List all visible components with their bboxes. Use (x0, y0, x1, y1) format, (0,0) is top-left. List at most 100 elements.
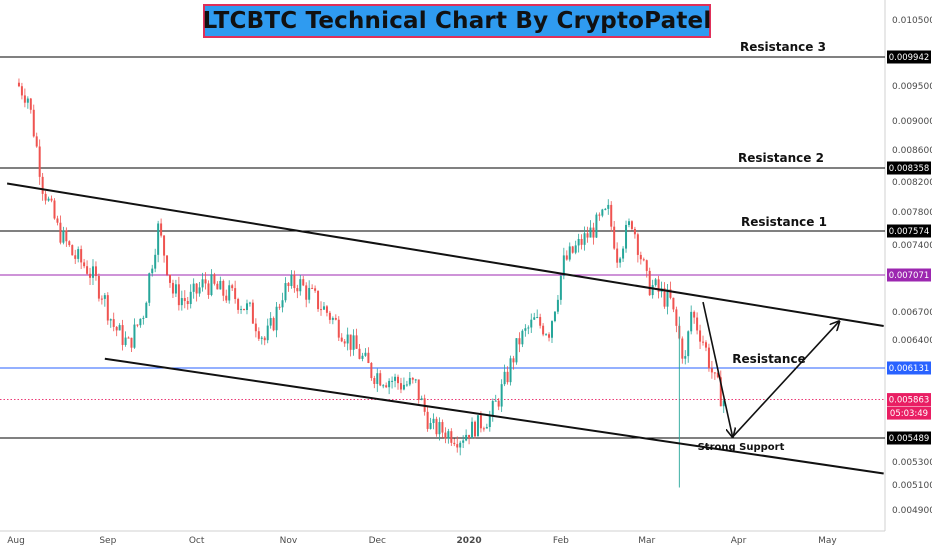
candle-body-193 (589, 227, 592, 238)
annotation-strong-support: Strong Support (698, 442, 785, 453)
x-tick-label-9: May (818, 536, 837, 546)
candle-body-9 (44, 193, 47, 201)
candle-body-237 (719, 377, 722, 407)
candle-body-93 (293, 274, 296, 289)
candle-body-143 (441, 422, 444, 433)
candle-body-62 (201, 279, 204, 288)
candle-body-81 (257, 331, 260, 339)
price-tag-5: 0.005489 (889, 434, 930, 444)
candle-body-99 (311, 287, 314, 289)
candle-body-26 (94, 266, 97, 277)
y-tick-label-1: 0.009500 (892, 82, 932, 92)
candle-body-176 (539, 317, 542, 326)
candle-body-40 (136, 324, 139, 326)
candle-body-13 (56, 218, 59, 223)
candle-body-112 (349, 334, 352, 350)
countdown-tag-bg (887, 406, 931, 420)
candle-body-66 (213, 274, 216, 284)
candle-body-3 (26, 98, 29, 103)
candle-body-163 (500, 384, 503, 407)
candle-body-202 (616, 248, 619, 263)
trendline-upper-channel (6, 182, 884, 327)
candle-body-140 (432, 418, 435, 424)
y-axis-price-tags: 0.009942 0.008358 0.007574 0.007071 0.006131… (887, 50, 931, 445)
candle-body-210 (639, 254, 642, 260)
candle-body-114 (355, 335, 358, 349)
candle-body-141 (435, 418, 438, 435)
candle-body-233 (707, 347, 710, 369)
candle-body-185 (565, 255, 568, 260)
candle-body-117 (364, 352, 367, 356)
candle-body-204 (622, 248, 625, 259)
candle-body-107 (334, 317, 337, 320)
candle-body-180 (550, 321, 553, 338)
candle-body-123 (382, 385, 385, 387)
x-tick-label-4: Dec (369, 536, 386, 546)
candle-body-75 (240, 308, 243, 310)
candle-body-160 (491, 401, 494, 416)
candle-body-42 (142, 317, 145, 319)
candle-body-67 (216, 283, 219, 290)
x-tick-label-0: Aug (7, 536, 25, 546)
candle-body-109 (340, 337, 343, 342)
candle-body-54 (177, 284, 180, 306)
candle-body-219 (666, 289, 669, 307)
candle-body-159 (488, 415, 491, 428)
candle-body-92 (290, 274, 293, 286)
candle-body-166 (509, 358, 512, 383)
candle-body-207 (630, 221, 633, 229)
price-tag-5-bg (887, 431, 931, 445)
annotation-resistance-2: Resistance 2 (738, 151, 824, 165)
candle-body-152 (468, 434, 471, 439)
candle-body-4 (29, 98, 32, 110)
candle-body-38 (130, 337, 133, 348)
candle-body-18 (71, 245, 74, 256)
candle-body-201 (613, 226, 616, 249)
annotation-resistance-3: Resistance 3 (740, 40, 826, 54)
candle-body-86 (272, 318, 275, 331)
candle-body-130 (402, 384, 405, 390)
candle-body-135 (417, 379, 420, 401)
channel-trendlines (6, 182, 884, 475)
candle-body-153 (471, 421, 474, 439)
candle-body-133 (411, 377, 414, 380)
candle-body-63 (204, 279, 207, 284)
candle-body-138 (426, 411, 429, 429)
candle-body-10 (47, 198, 50, 201)
candle-body-183 (559, 275, 562, 300)
candle-body-78 (248, 302, 251, 304)
candle-body-128 (397, 376, 400, 384)
candle-body-61 (198, 287, 201, 294)
candle-body-97 (305, 285, 308, 300)
candle-body-182 (556, 299, 559, 312)
candle-body-17 (68, 241, 71, 246)
candle-body-74 (237, 299, 240, 310)
chart-title-box: LTCBTC Technical Chart By CryptoPatel (203, 4, 711, 38)
candle-body-82 (260, 337, 263, 339)
candle-body-151 (465, 434, 468, 441)
candle-body-101 (317, 290, 320, 310)
candle-body-88 (278, 306, 281, 308)
candle-body-72 (231, 285, 234, 289)
price-tag-1-bg (887, 161, 931, 175)
candle-body-15 (62, 230, 65, 243)
projection-arrow-1 (732, 321, 840, 438)
candle-body-106 (331, 317, 334, 320)
chart-title: LTCBTC Technical Chart By CryptoPatel (202, 8, 712, 34)
price-tag-3-bg (887, 268, 931, 282)
candle-body-95 (299, 279, 302, 292)
candle-body-129 (399, 383, 402, 390)
candle-body-56 (183, 298, 186, 302)
candle-body-31 (109, 319, 112, 321)
candle-body-150 (462, 440, 465, 443)
candle-body-57 (186, 301, 189, 305)
candle-body-191 (583, 233, 586, 245)
level-annotations: Resistance 3 Resistance 2 Resistance 1 Resi… (698, 40, 827, 453)
candle-body-215 (654, 279, 657, 286)
x-tick-label-7: Mar (638, 536, 655, 546)
candle-body-190 (580, 238, 583, 245)
y-tick-label-3: 0.008600 (892, 146, 932, 156)
candle-body-164 (503, 371, 506, 385)
y-tick-label-11: 0.004900 (892, 506, 932, 516)
